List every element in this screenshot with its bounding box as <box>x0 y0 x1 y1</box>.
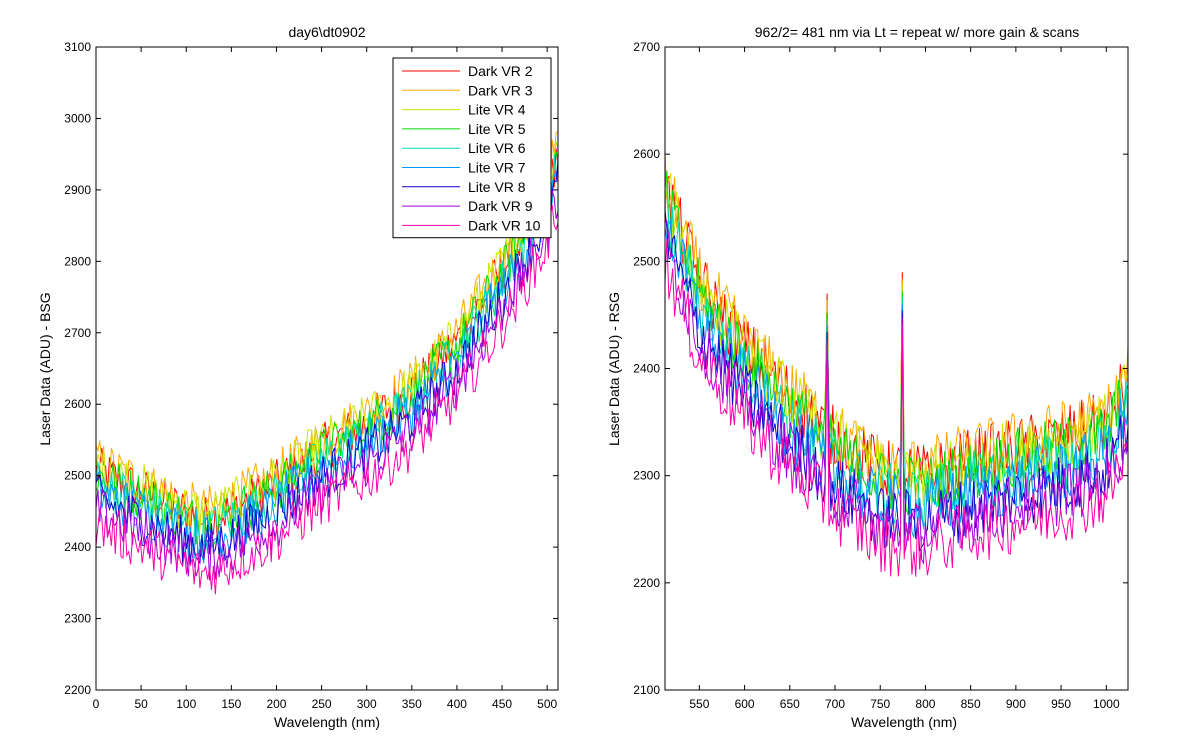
left-series-group <box>96 130 558 595</box>
left-axes-frame <box>95 46 559 691</box>
left-series-line-8 <box>96 190 558 581</box>
left-y-tick-label: 2500 <box>64 469 91 483</box>
right-x-tick-label: 650 <box>780 697 800 711</box>
left-legend-label: Dark VR 3 <box>468 82 533 98</box>
left-y-tick-label: 2600 <box>64 397 91 411</box>
left-y-tick-label: 2900 <box>64 183 91 197</box>
left-x-tick-label: 400 <box>447 697 467 711</box>
right-x-tick-label: 750 <box>870 697 890 711</box>
left-x-tick-label: 450 <box>492 697 512 711</box>
right-series-group <box>665 153 1128 577</box>
right-x-tick-label: 1000 <box>1093 697 1120 711</box>
right-x-tick-label: 550 <box>689 697 709 711</box>
left-series-line-9 <box>96 204 558 595</box>
right-y-tick-label: 2700 <box>633 40 660 54</box>
left-legend-label: Lite VR 7 <box>468 160 526 176</box>
right-x-tick-label: 800 <box>915 697 935 711</box>
right-y-tick-label: 2100 <box>633 683 660 697</box>
left-x-tick-label: 250 <box>312 697 332 711</box>
left-legend-label: Lite VR 4 <box>468 102 526 118</box>
left-x-axis-label: Wavelength (nm) <box>274 714 380 730</box>
left-x-tick-label: 500 <box>537 697 557 711</box>
left-y-tick-label: 3000 <box>64 111 91 125</box>
left-legend-label: Dark VR 2 <box>468 63 533 79</box>
left-legend-label: Lite VR 6 <box>468 140 526 156</box>
right-y-axis-label: Laser Data (ADU) - RSG <box>606 292 622 446</box>
right-series-line-8 <box>665 217 1128 565</box>
left-series-line-3 <box>96 141 558 535</box>
left-x-tick-label: 150 <box>221 697 241 711</box>
right-series-line-4 <box>665 170 1128 516</box>
left-legend: Dark VR 2 Dark VR 3 Lite VR 4 Lite VR 5 Lite… <box>392 57 552 239</box>
left-x-tick-label: 300 <box>357 697 377 711</box>
right-chart-panel: 962/2= 481 nm via Lt = repeat w/ more ga… <box>606 24 1129 730</box>
right-x-tick-label: 900 <box>1006 697 1026 711</box>
left-y-tick-label: 2800 <box>64 254 91 268</box>
left-y-tick-label: 2300 <box>64 612 91 626</box>
right-chart-title: 962/2= 481 nm via Lt = repeat w/ more ga… <box>755 24 1080 40</box>
left-legend-label: Lite VR 5 <box>468 121 526 137</box>
right-x-tick-label: 600 <box>735 697 755 711</box>
left-x-tick-label: 0 <box>93 697 100 711</box>
left-legend-label: Dark VR 10 <box>468 217 541 233</box>
left-x-tick-label: 50 <box>134 697 148 711</box>
left-legend-label: Lite VR 8 <box>468 179 526 195</box>
left-x-tick-label: 350 <box>402 697 422 711</box>
right-y-tick-label: 2500 <box>633 254 660 268</box>
left-plot-area: 0 50 100 150 200 250 300 350 400 450 500 2200 2300 24… <box>64 40 559 711</box>
left-y-tick-label: 2400 <box>64 540 91 554</box>
left-x-tick-label: 200 <box>266 697 286 711</box>
left-y-tick-label: 2700 <box>64 326 91 340</box>
left-y-axis-label: Laser Data (ADU) - BSG <box>37 292 53 445</box>
right-x-tick-label: 950 <box>1051 697 1071 711</box>
left-x-tick-label: 100 <box>176 697 196 711</box>
right-x-axis-label: Wavelength (nm) <box>851 714 957 730</box>
right-y-tick-label: 2200 <box>633 576 660 590</box>
left-chart-panel: day6\dt0902 0 50 100 150 200 250 300 350 400 450 5… <box>37 24 559 730</box>
left-y-tick-label: 2200 <box>64 683 91 697</box>
right-y-tick-label: 2600 <box>633 147 660 161</box>
right-x-tick-label: 850 <box>961 697 981 711</box>
right-plot-area: 550 600 650 700 750 800 850 900 950 1000 2100 2200 2… <box>633 40 1129 711</box>
left-y-tick-label: 3100 <box>64 40 91 54</box>
right-x-tick-label: 700 <box>825 697 845 711</box>
left-chart-title: day6\dt0902 <box>288 24 365 40</box>
right-y-tick-label: 2400 <box>633 362 660 376</box>
right-series-line-3 <box>665 172 1128 507</box>
right-series-line-9 <box>665 238 1128 577</box>
left-legend-label: Dark VR 9 <box>468 198 533 214</box>
right-y-tick-label: 2300 <box>633 469 660 483</box>
